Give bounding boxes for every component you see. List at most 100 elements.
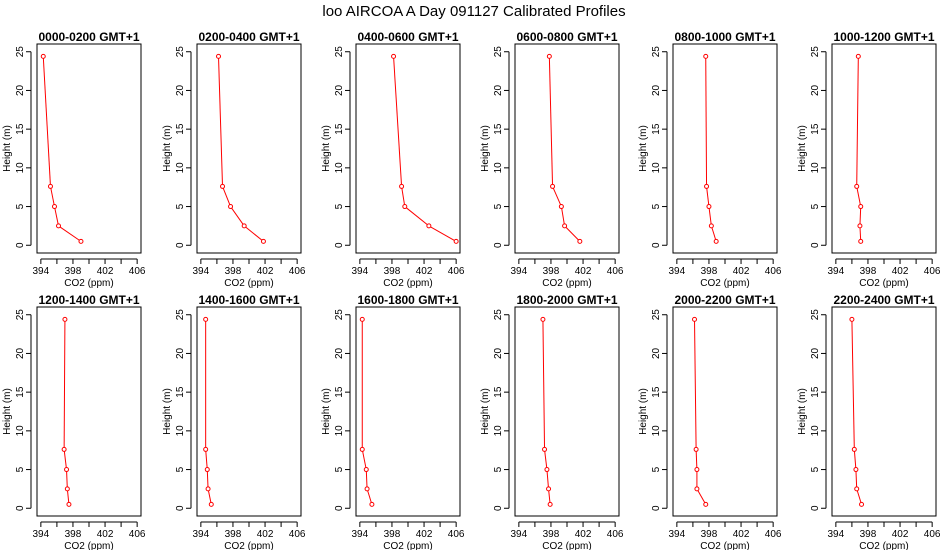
profile-line-segment bbox=[49, 186, 55, 207]
y-tick-label: 5 bbox=[810, 466, 821, 472]
y-tick-label: 20 bbox=[810, 84, 821, 96]
y-tick-label: 15 bbox=[175, 386, 186, 398]
y-tick-label: 20 bbox=[334, 84, 345, 96]
x-tick-label: 402 bbox=[892, 266, 909, 277]
y-tick-label: 20 bbox=[334, 347, 345, 359]
profile-panel: 2000-2200 GMT+1 394 398 402 406 CO2 (ppm) 0 5 10… bbox=[638, 293, 782, 550]
y-tick-label: 25 bbox=[493, 309, 504, 321]
y-tick-label: 5 bbox=[651, 466, 662, 472]
profile-line-segment bbox=[428, 225, 457, 242]
y-tick-label: 0 bbox=[493, 505, 504, 511]
profile-line-segment bbox=[552, 186, 562, 207]
profile-point bbox=[260, 238, 266, 244]
y-axis-label: Height (m) bbox=[480, 125, 491, 172]
profile-point bbox=[544, 467, 550, 473]
x-axis-label: CO2 (ppm) bbox=[542, 278, 591, 289]
profile-point bbox=[40, 53, 46, 59]
y-tick-label: 15 bbox=[334, 123, 345, 135]
y-axis-label: Height (m) bbox=[321, 388, 332, 435]
profile-line-segment bbox=[564, 225, 581, 242]
y-axis-label: Height (m) bbox=[2, 125, 13, 172]
y-tick-label: 15 bbox=[810, 123, 821, 135]
x-tick-label: 394 bbox=[828, 266, 845, 277]
y-tick-label: 0 bbox=[175, 242, 186, 248]
y-tick-label: 10 bbox=[15, 162, 26, 174]
profile-point bbox=[577, 238, 583, 244]
profile-point bbox=[550, 183, 556, 189]
profile-line-segment bbox=[63, 319, 66, 450]
panel-title: 1400-1600 GMT+1 bbox=[198, 293, 299, 307]
y-tick-label: 10 bbox=[15, 425, 26, 437]
profile-panel: 1400-1600 GMT+1 394 398 402 406 CO2 (ppm) 0 5 10… bbox=[162, 293, 306, 550]
y-tick-label: 20 bbox=[493, 347, 504, 359]
profile-line-segment bbox=[851, 319, 855, 450]
profile-line-segment bbox=[230, 206, 245, 227]
x-tick-label: 406 bbox=[129, 266, 146, 277]
panel-title: 1200-1400 GMT+1 bbox=[38, 293, 139, 307]
y-tick-label: 25 bbox=[651, 309, 662, 321]
x-axis-label: CO2 (ppm) bbox=[700, 278, 749, 289]
y-tick-label: 15 bbox=[493, 386, 504, 398]
x-tick-label: 402 bbox=[733, 529, 750, 540]
profile-point bbox=[51, 204, 57, 210]
profile-point bbox=[858, 238, 864, 244]
profile-line-segment bbox=[365, 469, 368, 489]
x-tick-label: 398 bbox=[65, 529, 82, 540]
profile-point bbox=[703, 501, 709, 507]
panel-title: 0200-0400 GMT+1 bbox=[198, 30, 299, 44]
profile-point bbox=[64, 486, 70, 492]
profile-line-segment bbox=[404, 206, 430, 227]
x-tick-label: 394 bbox=[511, 529, 528, 540]
y-axis-label: Height (m) bbox=[797, 388, 808, 435]
profile-point bbox=[853, 467, 859, 473]
y-tick-label: 5 bbox=[175, 466, 186, 472]
x-tick-label: 402 bbox=[257, 529, 274, 540]
profile-line-segment bbox=[855, 469, 858, 489]
plot-frame bbox=[355, 306, 461, 517]
y-tick-label: 25 bbox=[15, 309, 26, 321]
profile-line-segment bbox=[548, 488, 551, 505]
profile-point bbox=[713, 238, 719, 244]
profile-panel: 0600-0800 GMT+1 394 398 402 406 CO2 (ppm) 0 5 10… bbox=[480, 30, 624, 289]
y-tick-label: 10 bbox=[334, 425, 345, 437]
profile-panel: 0400-0600 GMT+1 394 398 402 406 CO2 (ppm) 0 5 10… bbox=[321, 30, 465, 289]
x-axis-label: CO2 (ppm) bbox=[224, 541, 273, 550]
x-axis-label: CO2 (ppm) bbox=[383, 541, 432, 550]
y-tick-label: 10 bbox=[810, 162, 821, 174]
x-tick-label: 394 bbox=[669, 266, 686, 277]
y-tick-label: 5 bbox=[15, 203, 26, 209]
plot-frame bbox=[514, 43, 620, 254]
profile-line-segment bbox=[206, 469, 209, 489]
profile-point bbox=[693, 446, 699, 452]
profile-point bbox=[78, 238, 84, 244]
profile-line-segment bbox=[853, 449, 857, 470]
profile-panel: 2200-2400 GMT+1 394 398 402 406 CO2 (ppm) 0 5 10… bbox=[797, 293, 941, 550]
x-tick-label: 406 bbox=[448, 266, 465, 277]
profile-point bbox=[56, 223, 62, 229]
y-tick-label: 10 bbox=[493, 162, 504, 174]
y-tick-label: 10 bbox=[651, 425, 662, 437]
y-tick-label: 5 bbox=[15, 466, 26, 472]
y-tick-label: 20 bbox=[493, 84, 504, 96]
panel-title: 1800-2000 GMT+1 bbox=[516, 293, 617, 307]
x-tick-label: 398 bbox=[384, 529, 401, 540]
y-tick-label: 15 bbox=[810, 386, 821, 398]
profile-line-segment bbox=[66, 488, 70, 505]
profile-point bbox=[66, 501, 72, 507]
profile-line-segment bbox=[54, 206, 59, 227]
y-tick-label: 20 bbox=[810, 347, 821, 359]
profile-point bbox=[858, 204, 864, 210]
y-tick-label: 5 bbox=[334, 466, 345, 472]
profile-point bbox=[64, 467, 70, 473]
profile-point bbox=[205, 486, 211, 492]
y-tick-label: 25 bbox=[175, 309, 186, 321]
x-tick-label: 394 bbox=[511, 266, 528, 277]
profile-line-segment bbox=[706, 186, 710, 207]
profile-line-segment bbox=[710, 225, 717, 242]
profile-point bbox=[708, 223, 714, 229]
x-axis-label: CO2 (ppm) bbox=[859, 278, 908, 289]
profile-line-segment bbox=[205, 449, 208, 470]
plot-frame bbox=[36, 306, 142, 517]
x-tick-label: 398 bbox=[860, 266, 877, 277]
